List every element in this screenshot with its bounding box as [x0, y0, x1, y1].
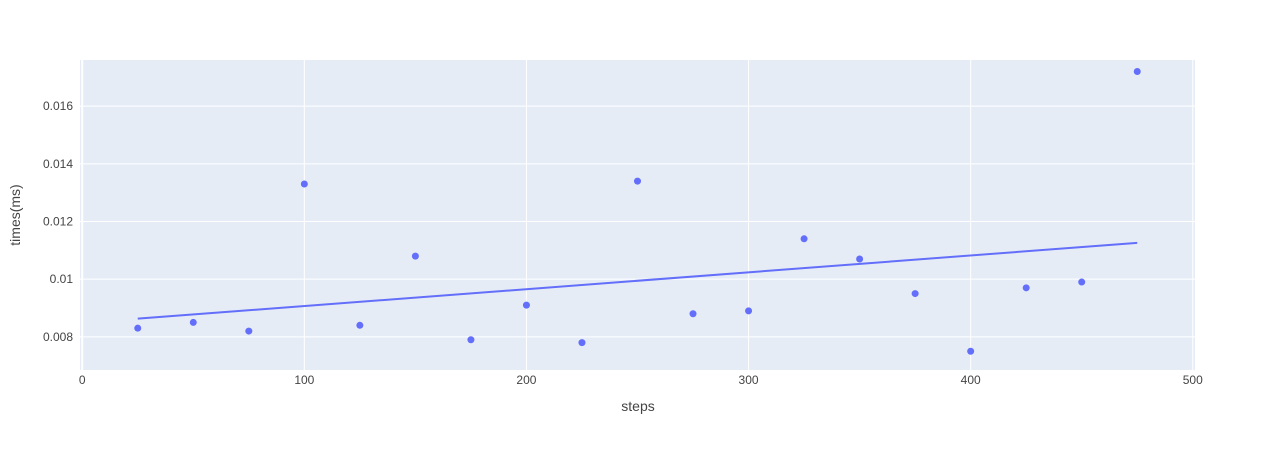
- x-tick-label: 400: [961, 373, 981, 387]
- data-point: [911, 290, 919, 298]
- data-point: [1022, 284, 1030, 292]
- data-point: [134, 324, 142, 332]
- data-point: [967, 347, 975, 355]
- data-point: [300, 180, 308, 188]
- trend-line: [137, 241, 1138, 320]
- x-tick-label: 300: [739, 373, 759, 387]
- x-tick-label: 500: [1183, 373, 1203, 387]
- y-axis-title: times(ms): [7, 184, 23, 245]
- y-tick-label: 0.014: [43, 157, 73, 171]
- x-tick-label: 100: [294, 373, 314, 387]
- x-tick-label: 200: [516, 373, 536, 387]
- data-point: [245, 327, 253, 335]
- x-gridlines: [81, 60, 1194, 370]
- data-point: [189, 318, 197, 326]
- data-point: [411, 252, 419, 260]
- y-tick-label: 0.008: [43, 330, 73, 344]
- data-point: [467, 336, 475, 344]
- y-tick-label: 0.016: [43, 99, 73, 113]
- data-point: [689, 310, 697, 318]
- plot-background: [80, 60, 1195, 370]
- y-tick-labels: 0.008 0.01 0.012 0.014 0.016: [43, 99, 73, 344]
- data-point: [1078, 278, 1086, 286]
- data-point: [745, 307, 753, 315]
- x-axis-title: steps: [621, 398, 654, 414]
- data-points: [134, 68, 1141, 355]
- data-point: [634, 177, 641, 185]
- data-point: [522, 301, 530, 309]
- data-point: [856, 255, 864, 263]
- x-tick-label: 0: [79, 373, 86, 387]
- y-gridlines: [80, 105, 1195, 338]
- y-tick-label: 0.012: [43, 214, 73, 228]
- x-tick-labels: 0 100 200 300 400 500: [79, 373, 1203, 387]
- trend-line-layer: [137, 241, 1138, 320]
- data-point: [800, 235, 808, 243]
- data-point: [1133, 68, 1141, 76]
- data-point: [578, 339, 586, 347]
- data-point: [356, 321, 364, 329]
- y-tick-label: 0.01: [50, 272, 74, 286]
